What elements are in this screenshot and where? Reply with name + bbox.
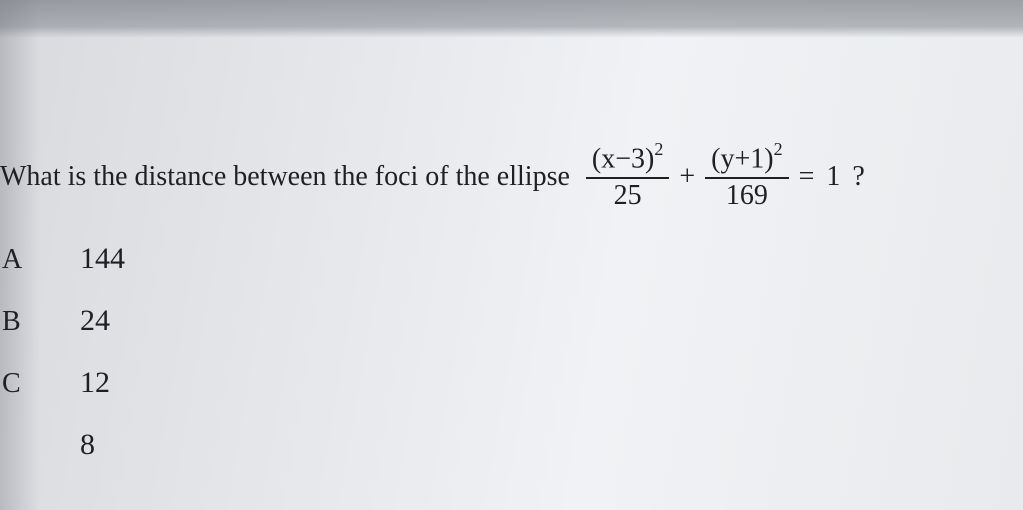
option-letter: A (0, 244, 80, 276)
exp-2-b: 2 (774, 139, 783, 159)
option-row: 8 (0, 428, 1023, 462)
question-mark: ? (852, 160, 864, 194)
option-row: C 12 (0, 366, 1023, 400)
option-letter: B (0, 306, 80, 338)
option-value: 8 (80, 428, 95, 462)
ellipse-equation: (x−3)2 25 + (y+1)2 169 = 1 ? (582, 140, 871, 214)
page-content: What is the distance between the foci of… (0, 140, 1023, 490)
top-shadow-bar (0, 0, 1023, 38)
fraction-1-numerator: (x−3)2 (586, 140, 669, 179)
option-row: B 24 (0, 304, 1023, 338)
option-letter: C (0, 368, 80, 400)
frac2-inner: y+1 (720, 143, 764, 174)
fraction-2: (y+1)2 169 (705, 140, 788, 214)
question-line: What is the distance between the foci of… (0, 140, 1023, 214)
rhs-one: 1 (826, 160, 840, 194)
plus-sign: + (679, 160, 695, 194)
fraction-1-denominator: 25 (608, 179, 648, 214)
frac1-inner: x−3 (601, 143, 645, 174)
equals-sign: = (799, 160, 815, 194)
option-value: 24 (80, 304, 110, 338)
answer-options: A 144 B 24 C 12 8 (0, 242, 1023, 462)
question-stem: What is the distance between the foci of… (0, 160, 570, 194)
fraction-2-numerator: (y+1)2 (705, 140, 788, 179)
fraction-2-denominator: 169 (720, 179, 774, 214)
option-value: 12 (80, 366, 110, 400)
fraction-1: (x−3)2 25 (586, 140, 669, 214)
option-value: 144 (80, 242, 125, 276)
option-row: A 144 (0, 242, 1023, 276)
exp-2-a: 2 (654, 139, 663, 159)
